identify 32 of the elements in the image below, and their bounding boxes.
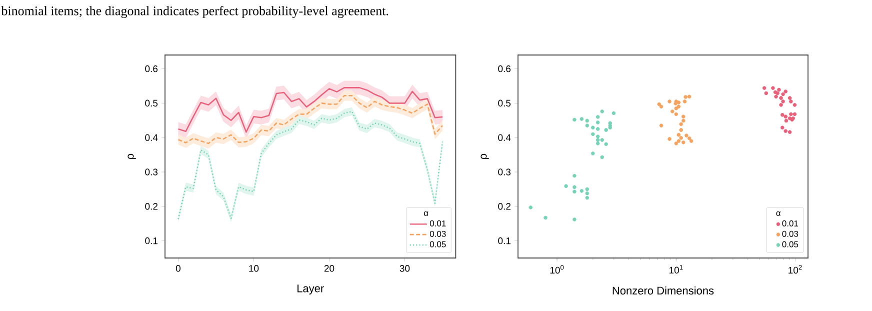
y-tick-label: 0.4 (145, 134, 158, 141)
x-tick-label: 10$^{2}$ (788, 265, 802, 274)
x-tick-label: 30 (400, 265, 410, 272)
legend-label: 0.03 (782, 230, 798, 237)
y-tick-label: 0.3 (145, 168, 158, 176)
y-tick-label: 0.1 (145, 237, 158, 244)
text: binomial items; the diagonal indicates perfect probability-level agreement. (1, 6, 388, 18)
y-tick-label: 0.5 (145, 100, 158, 107)
y-tick-label: 0.5 (498, 100, 511, 107)
x-tick-label: 10$^{1}$ (669, 265, 683, 274)
x-tick-label: 10$^{0}$ (550, 265, 564, 274)
y-tick-label: 0.6 (145, 65, 158, 72)
x-axis-title: Layer (298, 284, 324, 294)
legend-label: 0.05 (782, 241, 798, 248)
legend-label: 0.01 (782, 220, 798, 226)
y-tick-label: 0.4 (498, 134, 511, 141)
legend-title: α (776, 211, 781, 216)
y-tick-label: 0.2 (498, 203, 511, 210)
y-tick-label: 0.6 (498, 65, 511, 72)
y-tick-label: 0.1 (498, 237, 511, 244)
legend-label: 0.01 (430, 220, 446, 226)
y-tick-label: 0.3 (498, 168, 511, 176)
x-axis-title: Nonzero Dimensions (612, 286, 714, 295)
x-tick-label: 20 (324, 265, 334, 272)
legend-label: 0.05 (430, 241, 446, 248)
legend-label: 0.03 (430, 230, 446, 237)
x-tick-label: 10 (249, 265, 259, 272)
legend-title: α (424, 211, 428, 216)
y-axis-title: ρ (128, 154, 136, 159)
y-axis-title: ρ (480, 154, 489, 159)
y-tick-label: 0.2 (145, 203, 158, 210)
x-tick-label: 0 (176, 265, 180, 272)
